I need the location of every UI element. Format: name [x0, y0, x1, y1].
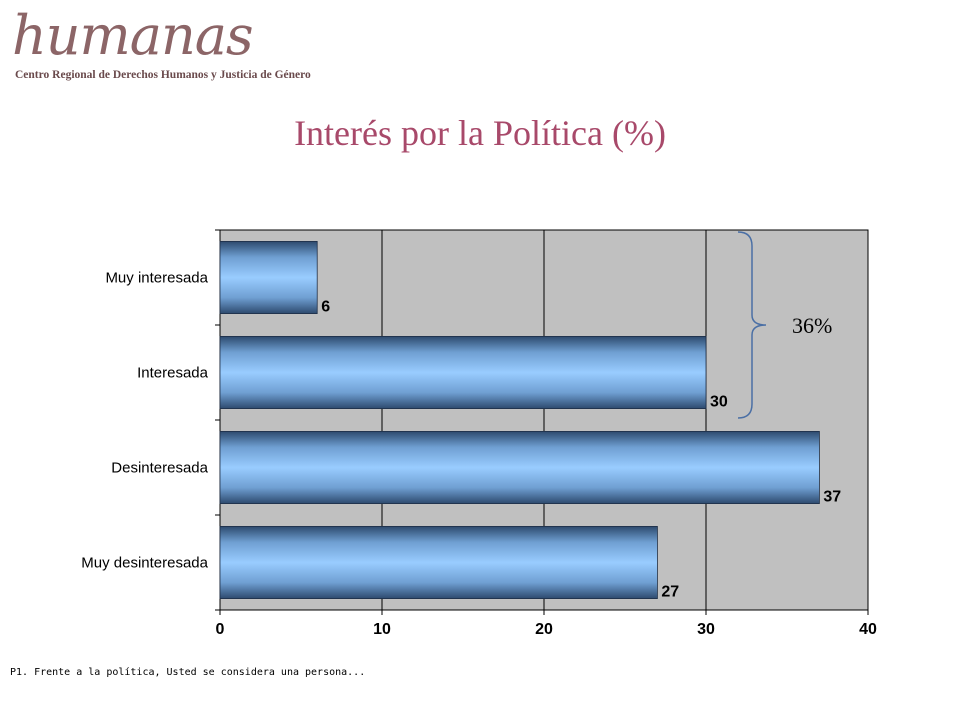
- x-tick-label: 40: [859, 621, 877, 638]
- data-label: 6: [321, 299, 330, 316]
- bar: [219, 430, 820, 504]
- category-label: Muy interesada: [105, 270, 208, 287]
- x-tick-labels: 0 10 20 30 40: [216, 621, 877, 638]
- data-label: 30: [710, 394, 728, 411]
- bar: [219, 335, 707, 409]
- category-label: Desinteresada: [111, 460, 208, 477]
- chart-title: Interés por la Política (%): [294, 113, 666, 153]
- bar: [219, 526, 658, 600]
- bars: [219, 240, 820, 600]
- category-label: Interesada: [137, 365, 209, 382]
- bar: [219, 240, 318, 314]
- data-label: 37: [823, 489, 841, 506]
- bracket-annotation: 36%: [737, 231, 832, 419]
- data-label: 27: [661, 584, 679, 601]
- bracket-shape: [737, 231, 767, 419]
- logo-wordmark: humanas: [12, 4, 254, 67]
- x-tick-label: 30: [697, 621, 715, 638]
- category-label: Muy desinteresada: [81, 555, 208, 572]
- footnote: P1. Frente a la política, Usted se consi…: [10, 667, 366, 678]
- category-labels: Muy interesada Interesada Desinteresada Muy…: [81, 270, 208, 572]
- data-labels: 6 30 37 27: [321, 299, 841, 601]
- logo-subtitle: Centro Regional de Derechos Humanos y Ju…: [15, 69, 311, 81]
- bracket-label: 36%: [792, 313, 832, 338]
- humanas-logo: humanas Centro Regional de Derechos Huma…: [12, 6, 312, 86]
- x-tick-label: 20: [535, 621, 553, 638]
- x-tick-label: 0: [216, 621, 225, 638]
- x-tick-label: 10: [373, 621, 391, 638]
